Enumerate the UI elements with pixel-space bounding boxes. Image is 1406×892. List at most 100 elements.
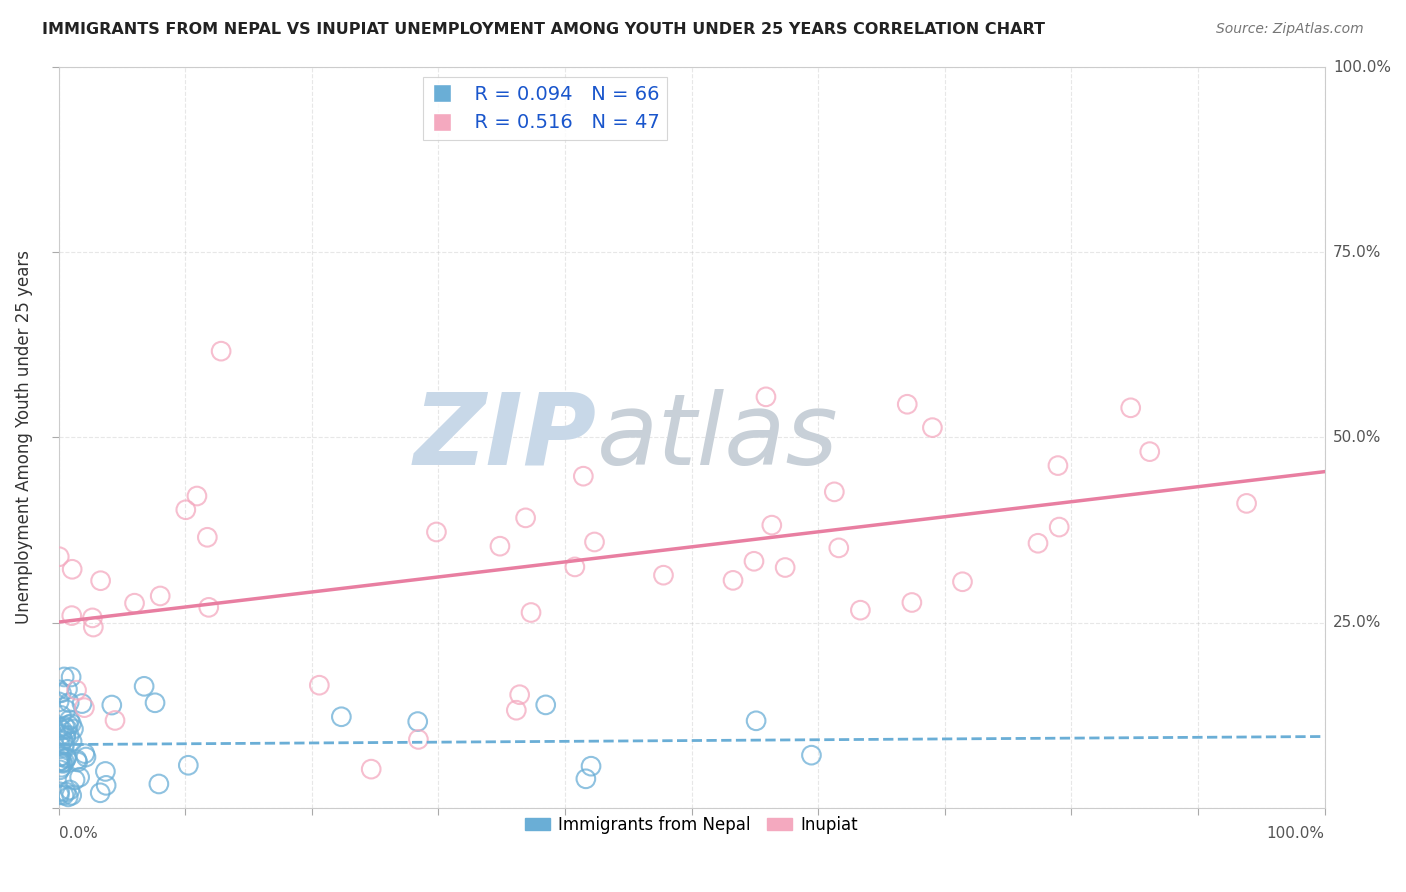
Point bbox=[823, 484, 845, 499]
Text: IMMIGRANTS FROM NEPAL VS INUPIAT UNEMPLOYMENT AMONG YOUTH UNDER 25 YEARS CORRELA: IMMIGRANTS FROM NEPAL VS INUPIAT UNEMPLO… bbox=[42, 22, 1045, 37]
Point bbox=[755, 390, 778, 404]
Point bbox=[49, 739, 72, 754]
Point bbox=[408, 732, 430, 747]
Point bbox=[89, 786, 111, 800]
Point bbox=[58, 789, 80, 804]
Point bbox=[51, 756, 73, 770]
Text: 25.0%: 25.0% bbox=[1333, 615, 1381, 630]
Point bbox=[1047, 520, 1070, 534]
Point bbox=[148, 777, 170, 791]
Point bbox=[60, 789, 83, 803]
Point bbox=[952, 574, 974, 589]
Point bbox=[53, 738, 76, 752]
Point bbox=[1139, 444, 1161, 458]
Point bbox=[48, 682, 70, 697]
Point bbox=[62, 722, 84, 736]
Point bbox=[406, 714, 429, 729]
Point bbox=[48, 788, 70, 802]
Point bbox=[124, 596, 146, 610]
Point bbox=[70, 697, 93, 711]
Point bbox=[55, 703, 77, 717]
Point bbox=[104, 714, 127, 728]
Point bbox=[509, 688, 531, 702]
Point bbox=[800, 748, 823, 763]
Point bbox=[489, 539, 512, 553]
Point bbox=[197, 600, 219, 615]
Point bbox=[51, 723, 73, 737]
Point bbox=[49, 754, 72, 768]
Point bbox=[579, 759, 602, 773]
Point bbox=[896, 397, 918, 411]
Point bbox=[60, 608, 83, 623]
Point bbox=[53, 740, 76, 755]
Text: 100.0%: 100.0% bbox=[1267, 826, 1324, 841]
Point bbox=[48, 785, 70, 799]
Point bbox=[1236, 496, 1258, 510]
Point bbox=[186, 489, 208, 503]
Text: 50.0%: 50.0% bbox=[1333, 430, 1381, 445]
Point bbox=[58, 718, 80, 732]
Point bbox=[51, 728, 73, 742]
Point bbox=[51, 708, 73, 723]
Point bbox=[94, 778, 117, 792]
Point bbox=[52, 733, 75, 747]
Point bbox=[60, 670, 83, 684]
Point bbox=[58, 696, 80, 710]
Point bbox=[534, 698, 557, 712]
Point bbox=[58, 713, 80, 727]
Point bbox=[721, 574, 744, 588]
Point bbox=[652, 568, 675, 582]
Point bbox=[209, 344, 232, 359]
Point bbox=[75, 750, 97, 764]
Point bbox=[1046, 458, 1069, 473]
Point bbox=[60, 734, 83, 748]
Point bbox=[55, 785, 77, 799]
Point bbox=[73, 700, 96, 714]
Point bbox=[58, 729, 80, 743]
Point bbox=[174, 502, 197, 516]
Point bbox=[66, 753, 89, 767]
Point bbox=[51, 760, 73, 774]
Point bbox=[520, 606, 543, 620]
Point bbox=[48, 695, 70, 709]
Point bbox=[69, 770, 91, 784]
Text: 75.0%: 75.0% bbox=[1333, 244, 1381, 260]
Point bbox=[60, 716, 83, 731]
Text: 100.0%: 100.0% bbox=[1333, 60, 1391, 75]
Point bbox=[82, 611, 104, 625]
Point bbox=[60, 562, 83, 576]
Point bbox=[564, 560, 586, 574]
Point bbox=[1026, 536, 1049, 550]
Point bbox=[134, 679, 156, 693]
Point bbox=[149, 589, 172, 603]
Point bbox=[63, 772, 86, 787]
Point bbox=[48, 549, 70, 564]
Point bbox=[55, 751, 77, 765]
Point bbox=[761, 518, 783, 533]
Point bbox=[52, 756, 75, 771]
Point bbox=[53, 719, 76, 733]
Point bbox=[66, 755, 89, 769]
Point bbox=[51, 686, 73, 700]
Point bbox=[1119, 401, 1142, 415]
Text: ZIP: ZIP bbox=[413, 389, 596, 486]
Point bbox=[49, 763, 72, 777]
Point bbox=[849, 603, 872, 617]
Point bbox=[901, 595, 924, 609]
Point bbox=[360, 762, 382, 776]
Point bbox=[583, 535, 606, 549]
Point bbox=[55, 750, 77, 764]
Y-axis label: Unemployment Among Youth under 25 years: Unemployment Among Youth under 25 years bbox=[15, 251, 32, 624]
Point bbox=[330, 710, 353, 724]
Point bbox=[773, 560, 796, 574]
Point bbox=[828, 541, 851, 555]
Point bbox=[308, 678, 330, 692]
Point bbox=[48, 721, 70, 735]
Point bbox=[56, 722, 79, 736]
Point bbox=[515, 511, 537, 525]
Legend: Immigrants from Nepal, Inupiat: Immigrants from Nepal, Inupiat bbox=[519, 809, 865, 840]
Point bbox=[73, 747, 96, 761]
Point bbox=[82, 620, 104, 634]
Point bbox=[55, 729, 77, 743]
Point bbox=[65, 683, 87, 698]
